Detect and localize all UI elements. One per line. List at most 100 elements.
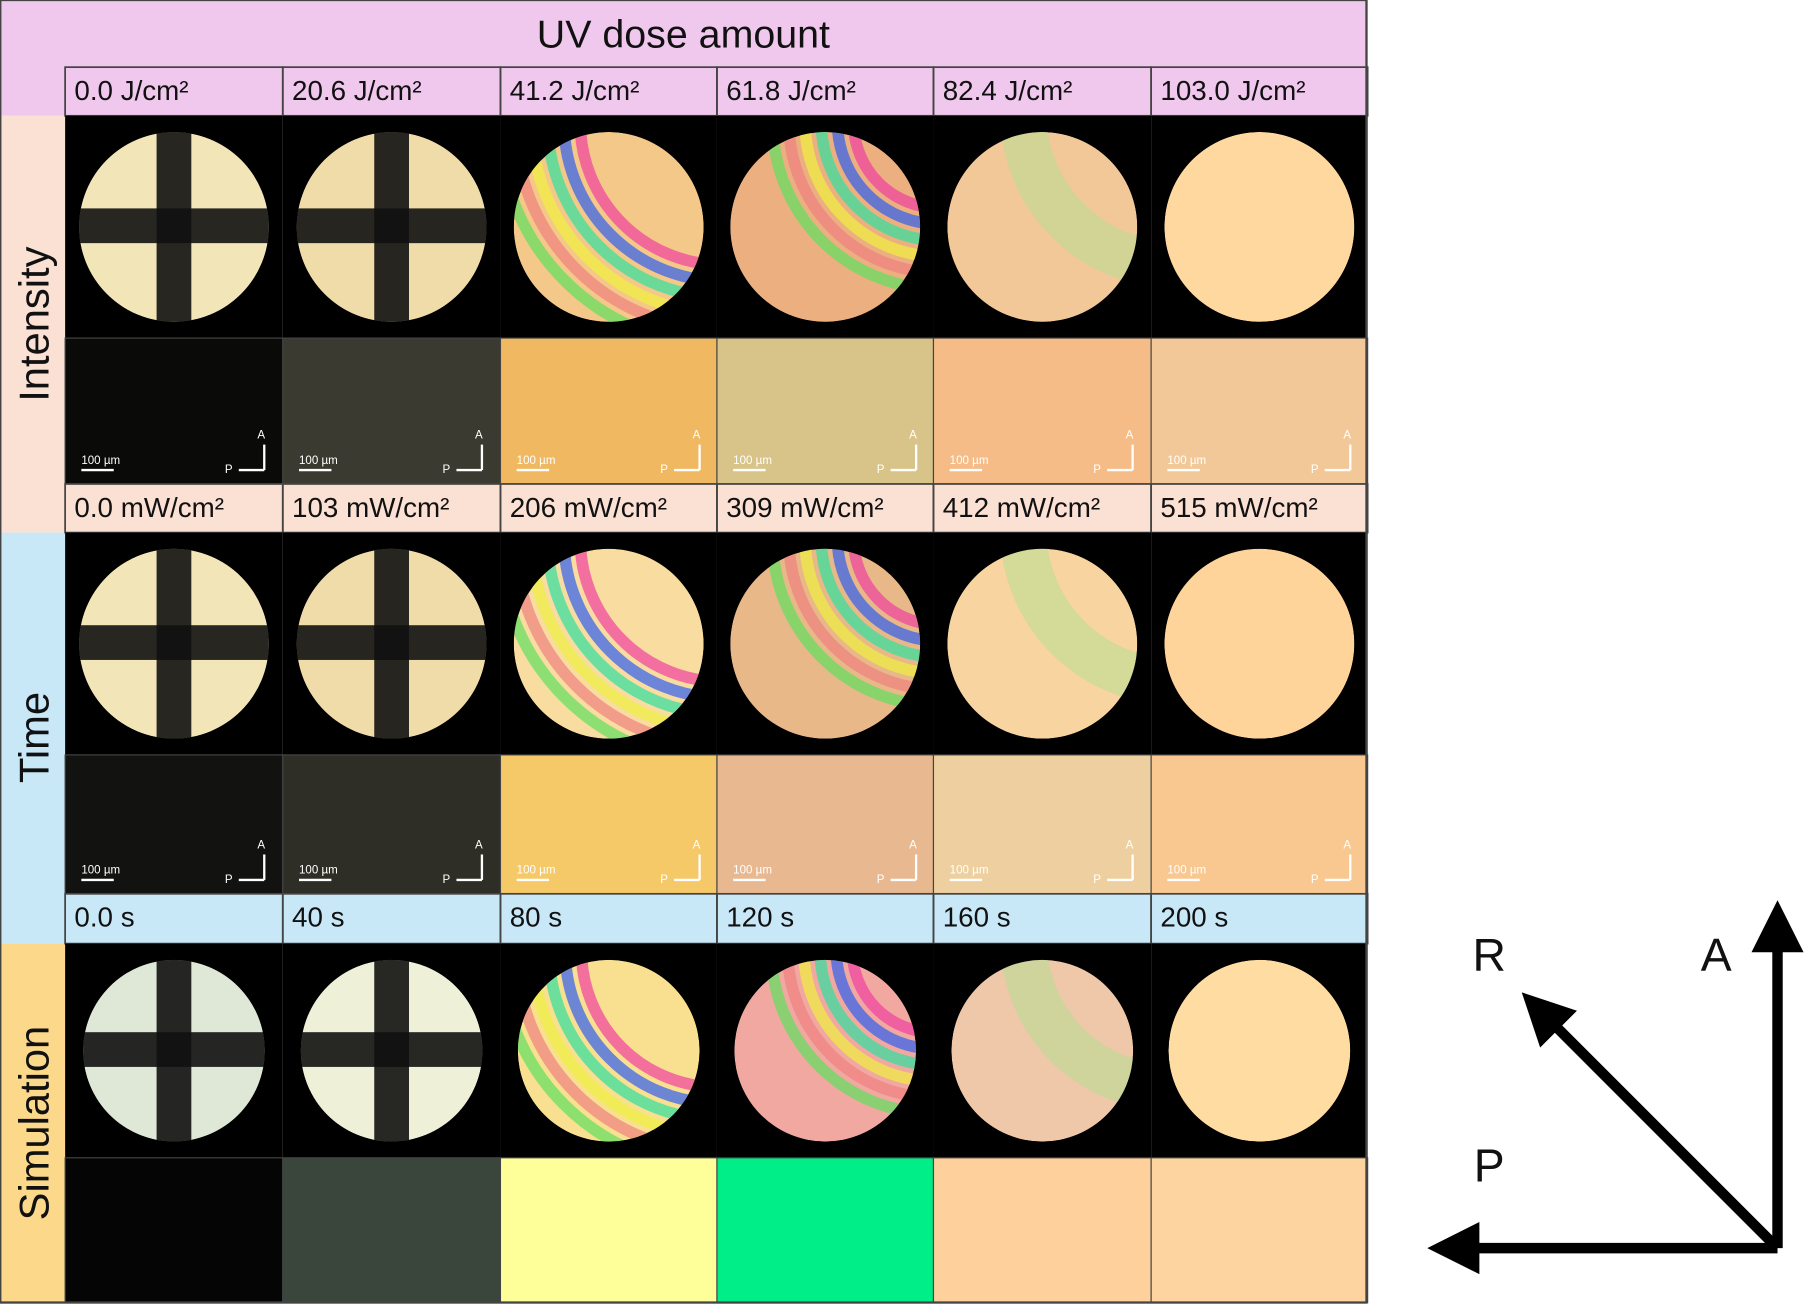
scale-bar-label: 100 µm [81, 865, 120, 877]
conoscope [296, 131, 487, 322]
scale-bar-label: 100 µm [733, 865, 772, 877]
micrograph [499, 1157, 718, 1304]
conoscope-disk [1164, 131, 1355, 322]
conoscope [947, 548, 1138, 739]
conoscope [83, 959, 265, 1142]
setting-label: 160 s [943, 902, 1011, 933]
dose-label: 82.4 J/cm² [943, 75, 1073, 106]
polarizer-label: P [877, 464, 885, 476]
scale-bar-label: 100 µm [81, 455, 120, 467]
scale-bar-label: 100 µm [950, 455, 989, 467]
analyzer-label: A [1343, 429, 1351, 441]
analyzer-label: A [693, 839, 701, 851]
conoscope [1164, 131, 1355, 322]
conoscope [1164, 548, 1355, 739]
polarizer-label: P [225, 464, 233, 476]
setting-label: 103 mW/cm² [292, 492, 449, 523]
setting-label: 120 s [726, 902, 794, 933]
dose-label: 0.0 J/cm² [74, 75, 188, 106]
setting-label: 0.0 mW/cm² [74, 492, 224, 523]
micrograph [499, 337, 718, 485]
dose-label: 20.6 J/cm² [292, 75, 422, 106]
scale-bar-label: 100 µm [1167, 865, 1206, 877]
polarizer-label: P [1093, 874, 1101, 886]
row-label: Simulation [10, 1026, 57, 1221]
conoscope [300, 959, 483, 1142]
micrograph [64, 1157, 284, 1304]
conoscope [730, 131, 921, 322]
polarizer-label: P [443, 874, 451, 886]
conoscope-disk [1164, 548, 1355, 739]
extinction-cross [156, 959, 192, 1142]
scale-bar-label: 100 µm [950, 865, 989, 877]
scale-bar-label: 100 µm [299, 455, 338, 467]
header-band [0, 0, 1367, 116]
analyzer-label: A [475, 839, 483, 851]
row-label: Intensity [10, 246, 57, 401]
analyzer-label: A [257, 429, 265, 441]
setting-label: 200 s [1160, 902, 1228, 933]
conoscope-disk [947, 548, 1138, 739]
analyzer-label: A [1126, 839, 1134, 851]
analyzer-label: A [1126, 429, 1134, 441]
conoscope [513, 548, 704, 739]
scale-bar-label: 100 µm [517, 455, 556, 467]
micrograph [1150, 1157, 1369, 1304]
conoscope [734, 959, 917, 1142]
extinction-cross [374, 959, 409, 1142]
micrograph [716, 754, 935, 895]
analyzer-label: A [909, 839, 917, 851]
scale-bar-label: 100 µm [1167, 455, 1206, 467]
analyzer-label: A [475, 429, 483, 441]
polarizer-label: P [877, 874, 885, 886]
conoscope [517, 959, 700, 1142]
extinction-cross [156, 131, 192, 322]
setting-label: 40 s [292, 902, 344, 933]
micrograph [282, 337, 502, 485]
micrograph [716, 337, 935, 485]
conoscope [79, 548, 269, 739]
micrograph [932, 337, 1152, 485]
conoscope [947, 131, 1138, 322]
micrograph [499, 754, 718, 895]
setting-label: 0.0 s [74, 902, 134, 933]
micrograph [932, 754, 1152, 895]
axis-label: A [1701, 929, 1732, 981]
micrograph [1150, 754, 1369, 895]
micrograph [282, 1157, 502, 1304]
setting-label: 309 mW/cm² [726, 492, 883, 523]
conoscope [730, 548, 921, 739]
scale-bar-label: 100 µm [733, 455, 772, 467]
side-band [0, 115, 66, 533]
extinction-cross [374, 548, 409, 739]
scale-bar-label: 100 µm [299, 865, 338, 877]
setting-label: 515 mW/cm² [1160, 492, 1317, 523]
scale-bar-label: 100 µm [517, 865, 556, 877]
axis-label: P [1474, 1140, 1505, 1192]
polarizer-label: P [660, 464, 668, 476]
polarizer-label: P [1311, 874, 1319, 886]
conoscope [296, 548, 487, 739]
micrograph [64, 337, 284, 485]
analyzer-label: A [257, 839, 265, 851]
dose-label: 41.2 J/cm² [510, 75, 640, 106]
axis-label: R [1472, 929, 1505, 981]
row-label: Time [10, 692, 57, 783]
conoscope [79, 131, 269, 322]
side-band [0, 943, 66, 1303]
setting-label: 80 s [510, 902, 562, 933]
dose-label: 61.8 J/cm² [726, 75, 856, 106]
side-band [0, 532, 66, 944]
axes-diagram [1427, 900, 1804, 1275]
analyzer-label: A [693, 429, 701, 441]
setting-label: 206 mW/cm² [510, 492, 667, 523]
dose-label: 103.0 J/cm² [1160, 75, 1305, 106]
micrograph [716, 1157, 935, 1304]
conoscope-disk [947, 131, 1138, 322]
analyzer-label: A [1343, 839, 1351, 851]
extinction-cross [374, 131, 409, 322]
setting-label: 412 mW/cm² [943, 492, 1100, 523]
polarizer-label: P [225, 874, 233, 886]
